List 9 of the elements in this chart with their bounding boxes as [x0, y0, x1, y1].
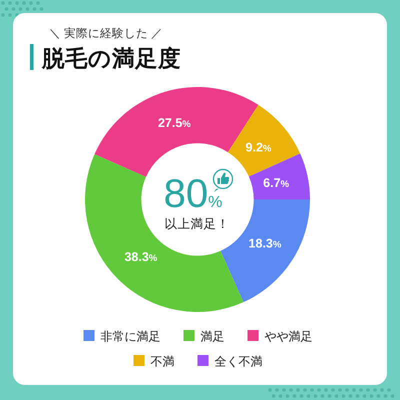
- legend-label: 非常に満足: [100, 330, 160, 344]
- subtitle: ＼ 実際に経験した ／: [48, 28, 164, 40]
- legend-label: やや満足: [264, 330, 312, 344]
- legend-label: 全く不満: [214, 354, 262, 368]
- annotation: 80%: [164, 172, 222, 216]
- annotation: 以上満足！: [164, 217, 230, 231]
- legend-label: 不満: [150, 354, 174, 368]
- legend-label: 満足: [200, 330, 224, 344]
- title: 脱毛の満足度: [42, 46, 181, 71]
